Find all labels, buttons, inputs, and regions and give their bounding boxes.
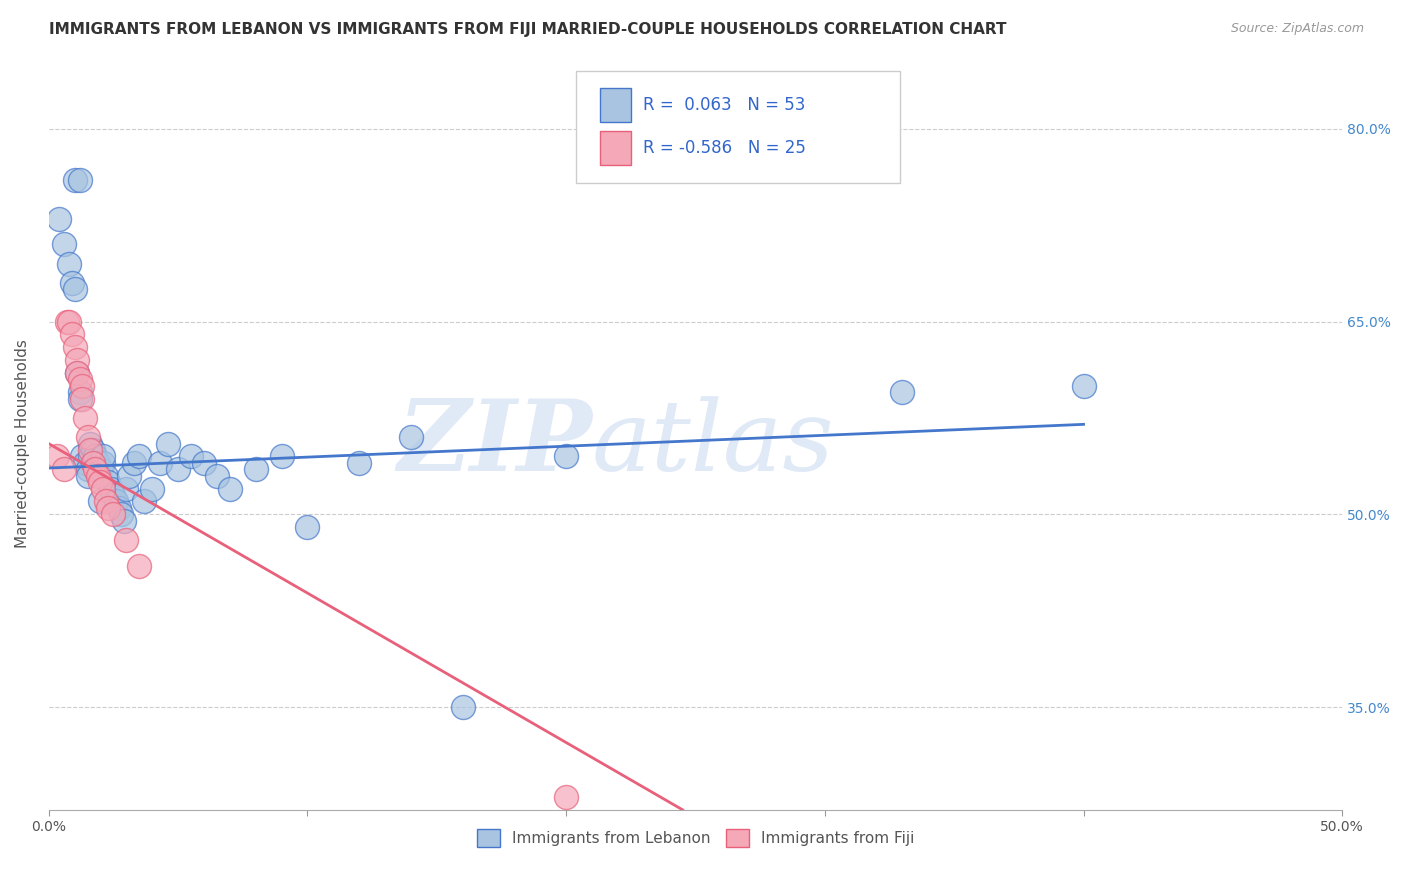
Point bbox=[180, 450, 202, 464]
Point bbox=[79, 443, 101, 458]
Point bbox=[94, 494, 117, 508]
Point bbox=[56, 314, 79, 328]
Point bbox=[58, 257, 80, 271]
Point bbox=[63, 282, 86, 296]
Point bbox=[105, 494, 128, 508]
Point bbox=[97, 500, 120, 515]
Point bbox=[82, 456, 104, 470]
Text: ZIP: ZIP bbox=[396, 395, 592, 491]
Point bbox=[555, 789, 578, 804]
Point bbox=[69, 372, 91, 386]
Legend: Immigrants from Lebanon, Immigrants from Fiji: Immigrants from Lebanon, Immigrants from… bbox=[471, 822, 921, 854]
Point bbox=[72, 450, 94, 464]
Point bbox=[87, 456, 110, 470]
Point bbox=[97, 475, 120, 490]
Point bbox=[128, 450, 150, 464]
Point bbox=[58, 314, 80, 328]
Text: Source: ZipAtlas.com: Source: ZipAtlas.com bbox=[1230, 22, 1364, 36]
Point bbox=[399, 430, 422, 444]
Point bbox=[115, 482, 138, 496]
Point bbox=[245, 462, 267, 476]
Point bbox=[107, 500, 129, 515]
Point bbox=[48, 211, 70, 226]
Text: atlas: atlas bbox=[592, 396, 835, 491]
Point bbox=[103, 508, 125, 522]
Y-axis label: Married-couple Households: Married-couple Households bbox=[15, 339, 30, 548]
Point bbox=[103, 488, 125, 502]
Text: R =  0.063   N = 53: R = 0.063 N = 53 bbox=[643, 96, 804, 114]
Point bbox=[66, 366, 89, 380]
Point bbox=[63, 340, 86, 354]
Point bbox=[76, 468, 98, 483]
Point bbox=[110, 508, 132, 522]
Point bbox=[91, 456, 114, 470]
Point bbox=[69, 173, 91, 187]
Point bbox=[141, 482, 163, 496]
Point bbox=[122, 456, 145, 470]
Point bbox=[53, 462, 76, 476]
Point bbox=[89, 462, 111, 476]
Point bbox=[167, 462, 190, 476]
Point bbox=[91, 450, 114, 464]
Point bbox=[79, 450, 101, 464]
Point bbox=[156, 436, 179, 450]
Point bbox=[89, 494, 111, 508]
Point bbox=[45, 450, 67, 464]
Point bbox=[73, 456, 96, 470]
Point bbox=[94, 468, 117, 483]
Point bbox=[63, 173, 86, 187]
Point bbox=[87, 468, 110, 483]
Text: IMMIGRANTS FROM LEBANON VS IMMIGRANTS FROM FIJI MARRIED-COUPLE HOUSEHOLDS CORREL: IMMIGRANTS FROM LEBANON VS IMMIGRANTS FR… bbox=[49, 22, 1007, 37]
Point bbox=[66, 366, 89, 380]
Point bbox=[89, 475, 111, 490]
Point bbox=[270, 450, 292, 464]
Point bbox=[347, 456, 370, 470]
Point bbox=[79, 436, 101, 450]
Point bbox=[297, 520, 319, 534]
Point bbox=[218, 482, 240, 496]
Point bbox=[53, 237, 76, 252]
Point bbox=[115, 533, 138, 547]
Point bbox=[118, 468, 141, 483]
Point bbox=[891, 385, 914, 400]
Point bbox=[193, 456, 215, 470]
Point bbox=[69, 385, 91, 400]
Point bbox=[128, 558, 150, 573]
Point bbox=[72, 379, 94, 393]
Point bbox=[100, 482, 122, 496]
Point bbox=[555, 450, 578, 464]
Point bbox=[72, 392, 94, 406]
Point bbox=[76, 430, 98, 444]
Point bbox=[60, 327, 83, 342]
Point bbox=[60, 276, 83, 290]
Point bbox=[112, 514, 135, 528]
Point bbox=[205, 468, 228, 483]
Point bbox=[134, 494, 156, 508]
Point bbox=[76, 462, 98, 476]
Point bbox=[84, 462, 107, 476]
Point bbox=[451, 700, 474, 714]
Text: R = -0.586   N = 25: R = -0.586 N = 25 bbox=[643, 139, 806, 157]
Point bbox=[1073, 379, 1095, 393]
Point bbox=[73, 411, 96, 425]
Point bbox=[149, 456, 172, 470]
Point bbox=[82, 443, 104, 458]
Point bbox=[66, 353, 89, 368]
Point bbox=[69, 392, 91, 406]
Point bbox=[84, 450, 107, 464]
Point bbox=[91, 482, 114, 496]
